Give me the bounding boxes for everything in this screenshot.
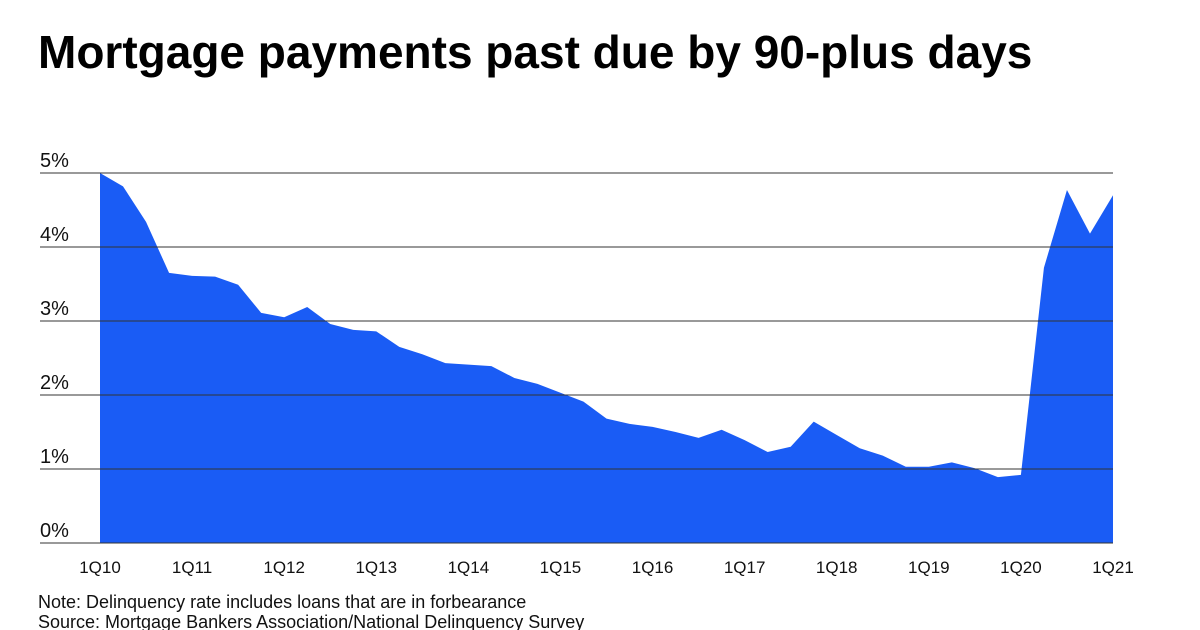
y-tick-label: 2% [40,372,69,394]
x-tick-label: 1Q19 [908,558,950,577]
x-tick-label: 1Q21 [1092,558,1134,577]
x-tick-label: 1Q11 [172,558,212,577]
x-tick-label: 1Q18 [816,558,858,577]
source: Source: Mortgage Bankers Association/Nat… [38,612,584,630]
chart-title: Mortgage payments past due by 90-plus da… [38,26,1032,78]
y-tick-label: 4% [40,224,69,246]
x-tick-label: 1Q17 [724,558,766,577]
x-tick-label: 1Q20 [1000,558,1042,577]
x-tick-label: 1Q14 [448,558,490,577]
x-tick-label: 1Q12 [263,558,305,577]
y-tick-label: 5% [40,150,69,172]
note: Note: Delinquency rate includes loans th… [38,592,526,612]
area [100,173,1113,543]
y-tick-label: 1% [40,446,69,468]
x-tick-label: 1Q15 [540,558,582,577]
grid: 0% 1% 2% 3% 4% 5% [40,150,1113,544]
y-tick-label: 0% [40,520,69,542]
y-tick-label: 3% [40,298,69,320]
x-tick-label: 1Q16 [632,558,674,577]
x-tick-label: 1Q13 [355,558,397,577]
x-tick-label: 1Q10 [79,558,121,577]
plot [100,173,1113,543]
